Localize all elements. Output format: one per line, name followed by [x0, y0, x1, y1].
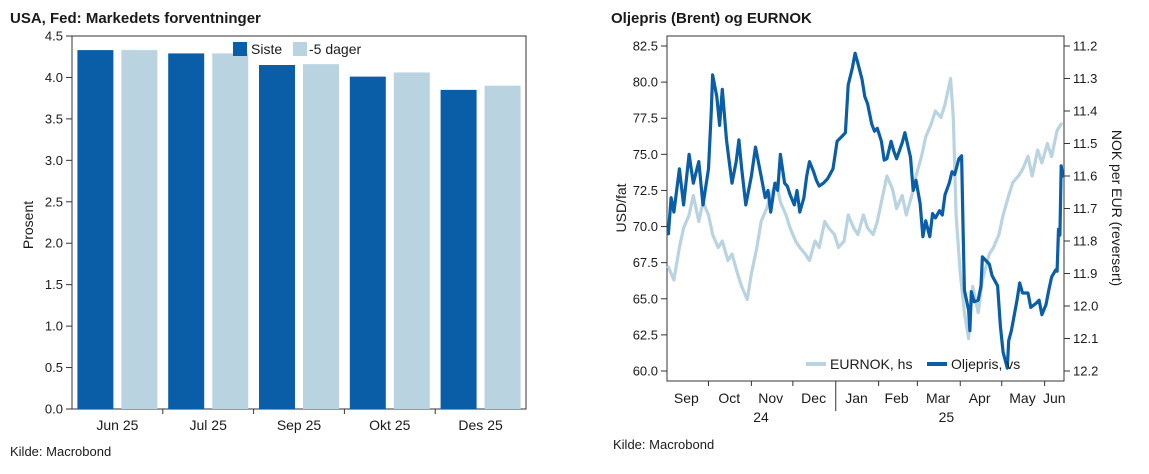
bar-minus-5-dager	[121, 50, 158, 409]
left-y-tick-label: 82.5	[633, 39, 658, 54]
x-tick-label: Jun 25	[96, 417, 138, 433]
left-y-tick-label: 67.5	[633, 255, 658, 270]
legend-swatch-minus-5-dager	[293, 42, 307, 56]
x-tick-label: Oct	[718, 390, 740, 406]
right-y-tick-label: 11.2	[1073, 39, 1097, 54]
bar-minus-5-dager	[303, 64, 339, 409]
bar-siste	[168, 53, 205, 409]
right-y-tick-label: 11.7	[1073, 201, 1097, 216]
x-tick-label: Okt 25	[369, 417, 410, 433]
y-tick-label: 2.0	[45, 236, 63, 251]
x-year-label: 24	[753, 409, 769, 425]
x-tick-label: Sep	[674, 390, 699, 406]
y-tick-label: 1.0	[45, 319, 63, 334]
y-tick-label: 3.5	[45, 111, 63, 126]
right-y-tick-label: 11.3	[1073, 71, 1097, 86]
right-right-axis-label: NOK per EUR (reversert)	[1109, 130, 1125, 286]
y-tick-label: 4.5	[45, 29, 63, 44]
right-y-tick-label: 11.9	[1073, 266, 1097, 281]
right-source-note: Kilde: Macrobond	[613, 437, 714, 452]
right-right-y-axis: 11.2 11.3 11.4 11.5 11.6 11.7 11.8 11.9 12.0 12.1…	[1064, 39, 1098, 379]
left-y-tick-label: 72.5	[633, 183, 658, 198]
left-y-tick-label: 62.5	[633, 327, 658, 342]
y-tick-label: 4.0	[45, 70, 63, 85]
x-tick-label: May	[1009, 390, 1035, 406]
bar-siste	[440, 89, 477, 409]
left-y-tick-label: 70.0	[633, 219, 658, 234]
y-tick-label: 2.5	[45, 194, 63, 209]
bar-minus-5-dager	[212, 53, 249, 409]
left-y-tick-label: 65.0	[633, 291, 658, 306]
x-tick-label: Sep 25	[277, 417, 322, 433]
right-left-axis-label: USD/fat	[613, 183, 629, 232]
right-y-tick-label: 11.6	[1073, 169, 1097, 184]
legend-label-eurnok: EURNOK, hs	[830, 356, 912, 372]
eurnok-line	[666, 76, 1063, 341]
x-tick-label: Jun	[1043, 390, 1066, 406]
x-year-label: 25	[939, 409, 955, 425]
bar-siste	[349, 76, 386, 410]
left-y-tick-label: 60.0	[633, 364, 658, 379]
x-tick-label: Apr	[969, 390, 991, 406]
right-y-tick-label: 11.8	[1073, 234, 1097, 249]
x-tick-label: Jul 25	[190, 417, 228, 433]
right-lines	[666, 51, 1065, 370]
y-tick-label: 1.5	[45, 277, 63, 292]
legend-label-minus-5-dager: -5 dager	[309, 41, 361, 57]
x-tick-label: Dec	[801, 390, 826, 406]
x-tick-label: Des 25	[458, 417, 503, 433]
left-plot-frame	[71, 35, 527, 410]
right-y-tick-label: 11.4	[1073, 104, 1097, 119]
left-y-tick-label: 75.0	[633, 147, 658, 162]
right-left-y-axis: 60.0 62.5 65.0 67.5 70.0 72.5 75.0 77.5 80.0 82.5	[633, 39, 667, 379]
right-y-tick-label: 12.1	[1073, 331, 1098, 346]
legend-label-oil-price: Oljepris, vs	[951, 356, 1020, 372]
left-bars	[77, 50, 521, 410]
right-chart-title: Oljepris (Brent) og EURNOK	[611, 10, 812, 27]
x-tick-label: Feb	[885, 390, 909, 406]
right-x-axis: Sep Oct Nov Dec Jan Feb Mar Apr May Jun 24 25	[674, 381, 1066, 425]
left-source-note: Kilde: Macrobond	[10, 444, 111, 459]
x-tick-label: Nov	[758, 390, 783, 406]
left-y-axis-label: Prosent	[20, 201, 36, 249]
legend-swatch-siste	[233, 42, 247, 56]
fed-expectations-chart: USA, Fed: Markedets forventninger 0.0 0.5…	[10, 10, 527, 459]
bar-minus-5-dager	[484, 85, 521, 409]
right-y-tick-label: 11.5	[1073, 136, 1097, 151]
bar-siste	[259, 65, 295, 409]
left-y-tick-label: 77.5	[633, 111, 658, 126]
right-y-tick-label: 12.0	[1073, 299, 1098, 314]
left-y-tick-label: 80.0	[633, 75, 658, 90]
x-tick-label: Mar	[926, 390, 950, 406]
right-legend: EURNOK, hs Oljepris, vs	[806, 356, 1020, 372]
left-y-axis: 0.0 0.5 1.0 1.5 2.0 2.5 3.0 3.5 4.0 4.5	[45, 29, 72, 417]
left-chart-title: USA, Fed: Markedets forventninger	[10, 10, 261, 27]
bar-minus-5-dager	[393, 72, 430, 410]
legend-label-siste: Siste	[251, 41, 282, 57]
bar-siste	[77, 50, 114, 409]
oil-eurnok-chart: Oljepris (Brent) og EURNOK 60.062.565.06…	[611, 10, 1125, 452]
y-tick-label: 0.5	[45, 360, 63, 375]
left-legend: Siste -5 dager	[233, 41, 361, 57]
oil-price-line	[666, 51, 1065, 370]
x-tick-label: Jan	[845, 390, 868, 406]
y-tick-label: 0.0	[45, 402, 63, 417]
left-x-axis: Jun 25 Jul 25 Sep 25 Okt 25 Des 25	[96, 409, 503, 433]
y-tick-label: 3.0	[45, 153, 63, 168]
right-y-tick-label: 12.2	[1073, 364, 1098, 379]
